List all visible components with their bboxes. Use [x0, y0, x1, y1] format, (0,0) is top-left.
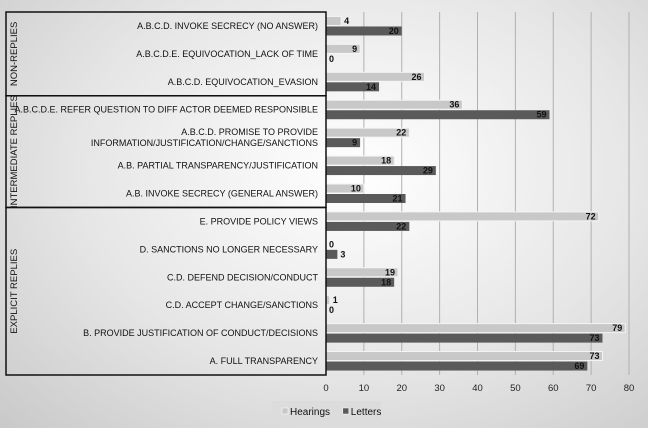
category-label: C.D. ACCEPT CHANGE/SANCTIONS — [166, 300, 318, 310]
bar-letters — [326, 194, 406, 203]
data-label: 0 — [329, 54, 334, 64]
data-label: 0 — [329, 239, 334, 249]
category-label: A. FULL TRANSPARENCY — [210, 356, 318, 366]
data-label: 9 — [352, 138, 357, 148]
category-label: A.B.C.D.E. EQUIVOCATION_LACK OF TIME — [136, 49, 318, 59]
x-tick-label: 40 — [472, 383, 483, 394]
bar-hearings — [325, 211, 600, 222]
data-label: 21 — [393, 194, 403, 204]
category-label: A.B.C.D. INVOKE SECRECY (NO ANSWER) — [137, 21, 318, 31]
x-tick-label: 50 — [510, 383, 521, 394]
legend-swatch — [342, 407, 350, 415]
data-label: 3 — [340, 249, 345, 259]
data-label: 36 — [449, 100, 459, 110]
category-label: A.B.C.D. EQUIVOCATION_EVASION — [168, 77, 318, 87]
data-label: 9 — [352, 44, 357, 54]
data-label: 22 — [396, 221, 406, 231]
bar-letters — [326, 26, 402, 36]
data-label: 22 — [396, 128, 406, 138]
data-label: 19 — [385, 267, 395, 277]
data-label: 10 — [351, 184, 361, 194]
bar-hearings — [325, 351, 603, 362]
bar-letters — [326, 249, 338, 259]
legend-swatch — [281, 407, 289, 415]
x-tick-label: 20 — [396, 383, 407, 394]
legend-label: Letters — [351, 407, 382, 418]
data-label: 4 — [344, 16, 349, 26]
bar-hearings — [325, 71, 425, 82]
bar-hearings — [325, 323, 626, 334]
category-label: B. PROVIDE JUSTIFICATION OF CONDUCT/DECI… — [83, 328, 318, 338]
x-tick-label: 70 — [586, 383, 597, 394]
data-label: 72 — [586, 211, 596, 221]
category-label: A.B.C.D. PROMISE TO PROVIDE — [181, 127, 318, 137]
x-tick-label: 30 — [434, 383, 445, 394]
data-label: 73 — [589, 333, 599, 343]
data-label: 59 — [536, 110, 546, 120]
data-label: 73 — [589, 351, 599, 361]
x-tick-label: 80 — [624, 383, 635, 394]
bar-letters — [326, 138, 361, 148]
group-label: NON-REPLIES — [9, 22, 20, 86]
bar-hearings — [325, 99, 463, 110]
bar-letters — [326, 82, 380, 92]
bar-hearings — [325, 15, 342, 26]
data-label: 79 — [612, 323, 622, 333]
data-label: 69 — [574, 361, 584, 371]
data-label: 18 — [381, 156, 391, 166]
category-label: A.B.C.D.E. REFER QUESTION TO DIFF ACTOR … — [14, 105, 318, 115]
category-label: E. PROVIDE POLICY VIEWS — [200, 216, 318, 226]
data-label: 0 — [329, 305, 334, 315]
legend-label: Hearings — [290, 407, 330, 418]
data-label: 1 — [333, 295, 338, 305]
data-label: 20 — [389, 26, 399, 36]
category-label: D. SANCTIONS NO LONGER NECESSARY — [140, 244, 318, 254]
bar-letters — [326, 333, 603, 343]
category-label: A.B. INVOKE SECRECY (GENERAL ANSWER) — [126, 189, 318, 199]
group-label: INTERMEDIATE REPLIES — [9, 95, 20, 208]
group-label: EXPLICIT REPLIES — [9, 249, 20, 334]
bar-letters — [326, 277, 395, 287]
bar-letters — [326, 361, 588, 371]
category-label: C.D. DEFEND DECISION/CONDUCT — [167, 272, 319, 282]
legend-box — [272, 401, 381, 422]
category-label: INFORMATION/JUSTIFICATION/CHANGE/SANCTIO… — [91, 138, 318, 148]
bar-letters — [326, 166, 436, 176]
bar-letters — [326, 110, 550, 120]
category-label: A.B. PARTIAL TRANSPARENCY/JUSTIFICATION — [118, 161, 318, 171]
group-box — [5, 206, 327, 376]
data-label: 14 — [366, 82, 376, 92]
data-label: 26 — [411, 72, 421, 82]
bar-letters — [326, 221, 410, 231]
data-label: 18 — [381, 277, 391, 287]
x-tick-label: 10 — [359, 383, 370, 394]
x-tick-label: 60 — [548, 383, 559, 394]
data-label: 29 — [423, 166, 433, 176]
x-tick-label: 0 — [323, 383, 328, 394]
